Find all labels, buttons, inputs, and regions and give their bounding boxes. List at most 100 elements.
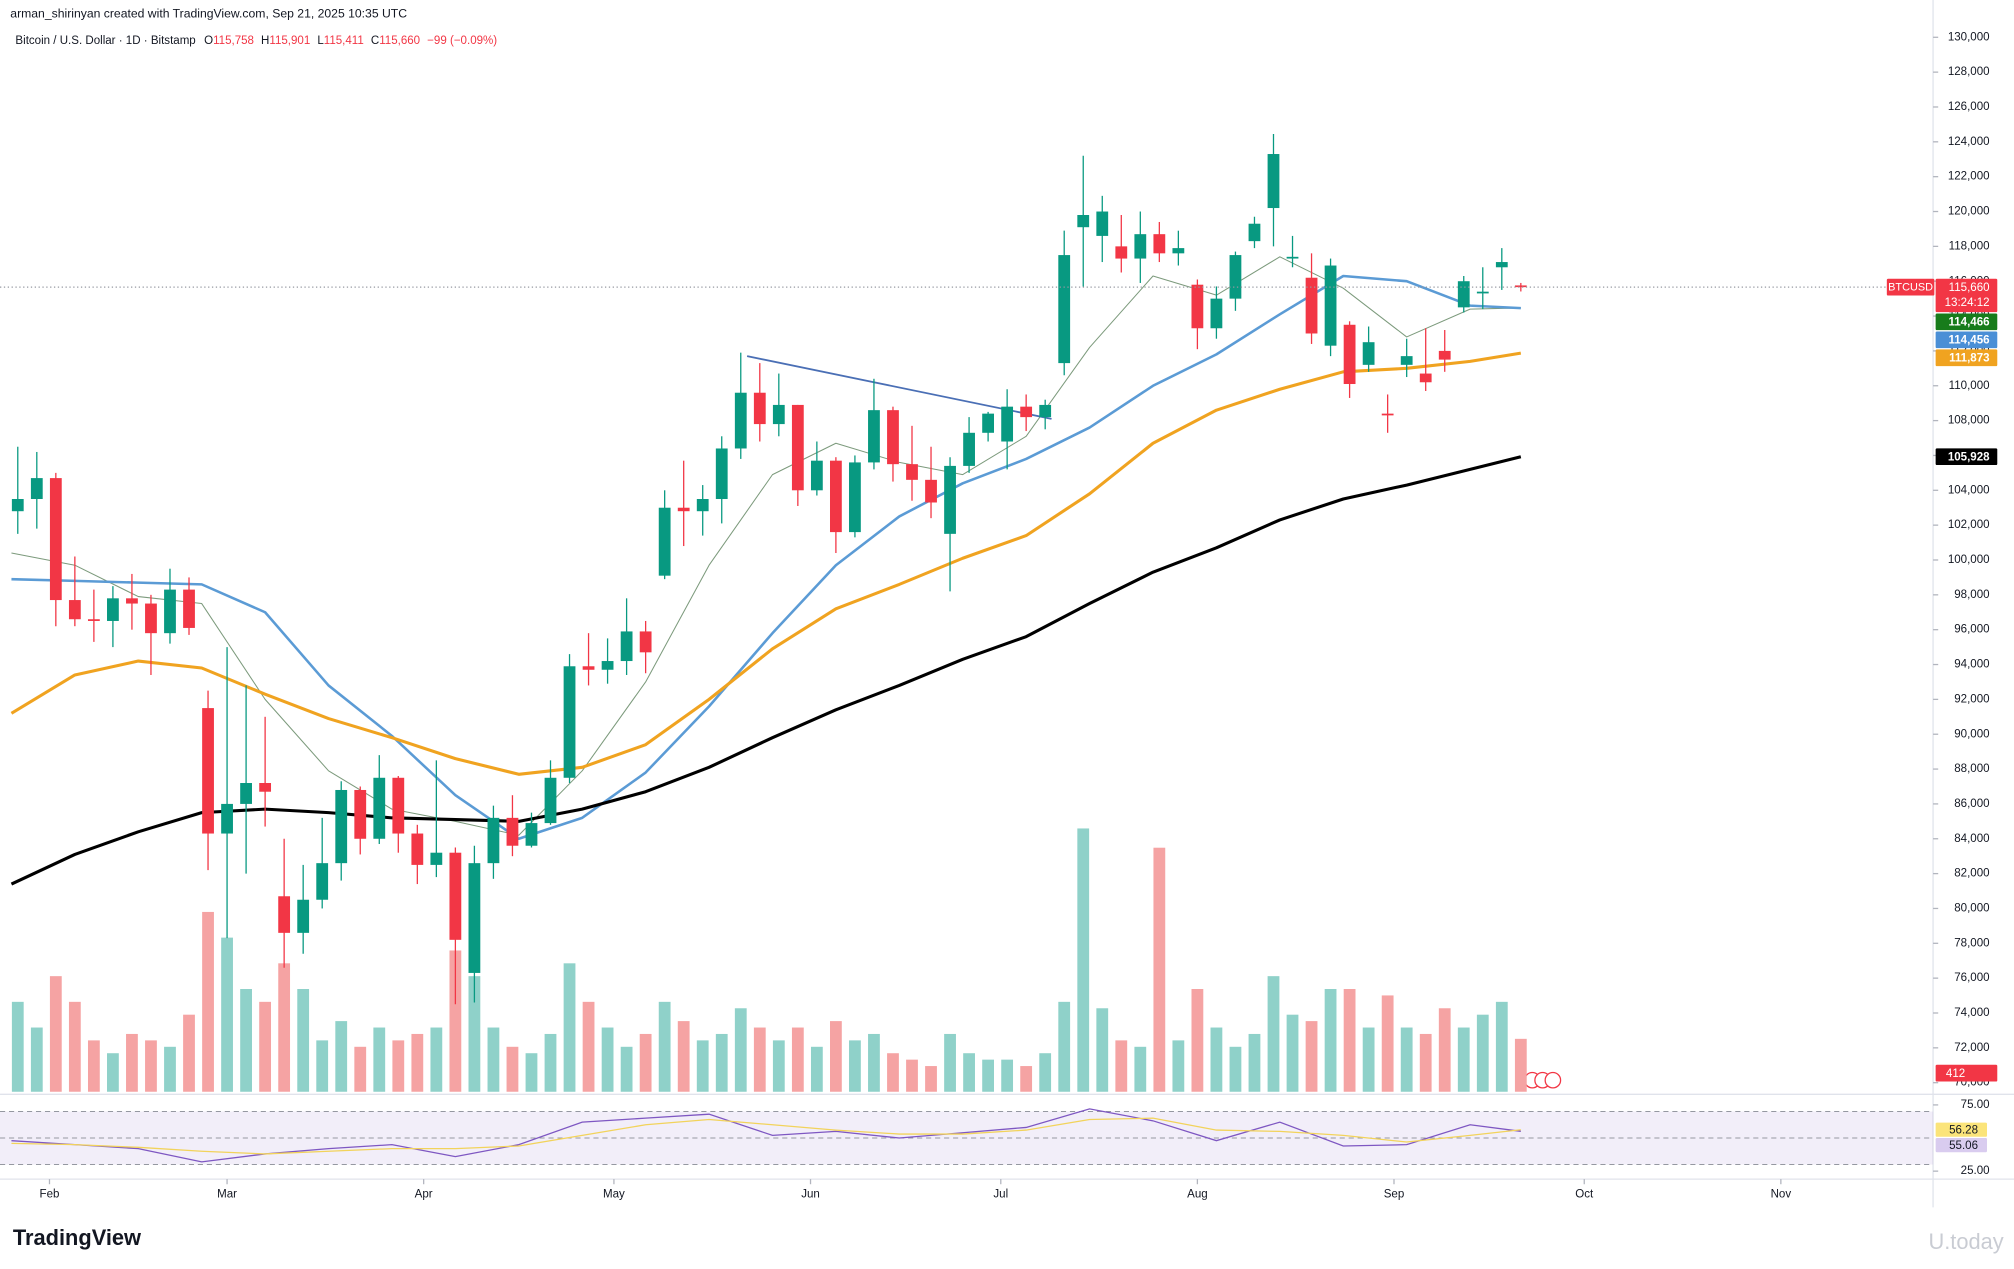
volume-bar bbox=[1058, 1001, 1071, 1092]
candle-body bbox=[1039, 404, 1052, 418]
volume-bar bbox=[925, 1066, 937, 1092]
candle-body bbox=[221, 803, 233, 834]
volume-bar bbox=[639, 1033, 652, 1092]
candle-body bbox=[487, 817, 500, 864]
candle-body bbox=[354, 789, 367, 839]
volume-bar bbox=[1343, 988, 1356, 1092]
candle-body bbox=[1134, 234, 1147, 259]
volume-bar bbox=[601, 1027, 614, 1092]
candle-body bbox=[1457, 281, 1470, 308]
candle-body bbox=[1267, 154, 1280, 209]
candle-body bbox=[639, 631, 652, 653]
candle-body bbox=[1381, 413, 1394, 416]
legend-key: H bbox=[261, 35, 269, 47]
candle-body bbox=[468, 863, 481, 973]
candle-body bbox=[791, 404, 804, 491]
x-tick-label: Mar bbox=[217, 1189, 237, 1201]
volume-bar bbox=[49, 976, 62, 1092]
candle-body bbox=[240, 783, 252, 804]
volume-bar bbox=[715, 1033, 728, 1092]
ma-label: 114,466 bbox=[1948, 317, 1989, 329]
candle-body bbox=[563, 666, 576, 778]
candle-body bbox=[49, 478, 62, 601]
price-label: 115,660 bbox=[1949, 282, 1990, 294]
volume-bar bbox=[392, 1040, 405, 1092]
y-tick-label: 74,000 bbox=[1954, 1007, 1989, 1019]
candle-body bbox=[1495, 262, 1508, 268]
volume-bar bbox=[1267, 976, 1280, 1092]
volume-bar bbox=[1419, 1033, 1432, 1092]
x-tick-label: Oct bbox=[1575, 1189, 1594, 1201]
volume-bar bbox=[1172, 1040, 1185, 1092]
chart-title: Bitcoin / U.S. Dollar · 1D · Bitstamp bbox=[15, 35, 195, 47]
volume-bar bbox=[658, 1001, 671, 1092]
volume-bar bbox=[316, 1040, 329, 1092]
volume-bar bbox=[1248, 1033, 1261, 1092]
ma-label-box bbox=[1935, 331, 1998, 349]
symbol-tag-label: BTCUSD bbox=[1888, 282, 1933, 294]
y-tick-label: 102,000 bbox=[1948, 519, 1990, 531]
candle-body bbox=[107, 598, 119, 621]
legend-key: L bbox=[317, 35, 324, 47]
volume-bar bbox=[335, 1021, 348, 1092]
moving-average bbox=[11, 256, 1521, 836]
x-tick-label: Nov bbox=[1771, 1189, 1792, 1201]
volume-bar bbox=[449, 950, 462, 1092]
event-icon[interactable] bbox=[1544, 1071, 1562, 1089]
volume-bar bbox=[563, 963, 576, 1092]
x-tick-label: Apr bbox=[415, 1189, 433, 1201]
candle-body bbox=[335, 789, 348, 864]
volume-bar bbox=[30, 1027, 43, 1092]
legend-value: 115,901 bbox=[269, 35, 310, 47]
volume-bar bbox=[1077, 828, 1090, 1092]
volume-bar bbox=[1495, 1001, 1508, 1092]
candle-body bbox=[1172, 248, 1185, 254]
volume-bar bbox=[734, 1008, 747, 1092]
candle-body bbox=[373, 777, 386, 839]
candle-body bbox=[164, 589, 176, 634]
y-tick-label: 96,000 bbox=[1954, 624, 1989, 636]
candle-body bbox=[696, 499, 709, 512]
candle-body bbox=[1286, 256, 1299, 259]
legend-value: 115,411 bbox=[324, 35, 364, 47]
candle-body bbox=[582, 666, 595, 670]
y-tick-label: 92,000 bbox=[1954, 693, 1989, 705]
volume-bar bbox=[829, 1021, 842, 1092]
volume-bar bbox=[1039, 1053, 1052, 1092]
volume-bar bbox=[297, 988, 310, 1092]
candle-body bbox=[1324, 265, 1337, 346]
volume-bar bbox=[1305, 1021, 1318, 1092]
candle-body bbox=[1248, 223, 1261, 242]
candle-body bbox=[868, 410, 880, 463]
rsi-tick-label: 75.00 bbox=[1961, 1099, 1990, 1111]
volume-bar bbox=[906, 1059, 918, 1092]
y-tick-label: 78,000 bbox=[1954, 937, 1989, 949]
volume-bar bbox=[772, 1040, 785, 1092]
x-tick-label: Jun bbox=[801, 1189, 820, 1201]
candle-body bbox=[982, 413, 995, 433]
candle-body bbox=[506, 817, 519, 846]
ma-label: 114,456 bbox=[1948, 334, 1989, 346]
volume-bar bbox=[411, 1033, 424, 1092]
candle-body bbox=[1438, 350, 1451, 360]
candle-body bbox=[68, 600, 81, 620]
y-tick-label: 126,000 bbox=[1948, 101, 1990, 113]
candle-body bbox=[620, 631, 633, 662]
volume-bar bbox=[354, 1046, 367, 1092]
legend-value: 115,660 bbox=[379, 35, 420, 47]
candle-body bbox=[1229, 255, 1242, 299]
volume-bar bbox=[1134, 1046, 1147, 1092]
legend-key: C bbox=[371, 35, 379, 47]
legend: Bitcoin / U.S. Dollar · 1D · Bitstamp O1… bbox=[15, 35, 497, 47]
candle-body bbox=[944, 465, 956, 534]
volume-bar bbox=[944, 1033, 956, 1092]
candle-body bbox=[126, 598, 138, 604]
watermark: U.today bbox=[1928, 1229, 2003, 1254]
volume-bar bbox=[810, 1046, 823, 1092]
candle-body bbox=[145, 603, 157, 634]
y-tick-label: 124,000 bbox=[1948, 136, 1990, 148]
candle-body bbox=[810, 460, 823, 491]
y-tick-label: 94,000 bbox=[1954, 659, 1989, 671]
y-tick-label: 88,000 bbox=[1954, 763, 1989, 775]
y-tick-label: 108,000 bbox=[1948, 415, 1990, 427]
